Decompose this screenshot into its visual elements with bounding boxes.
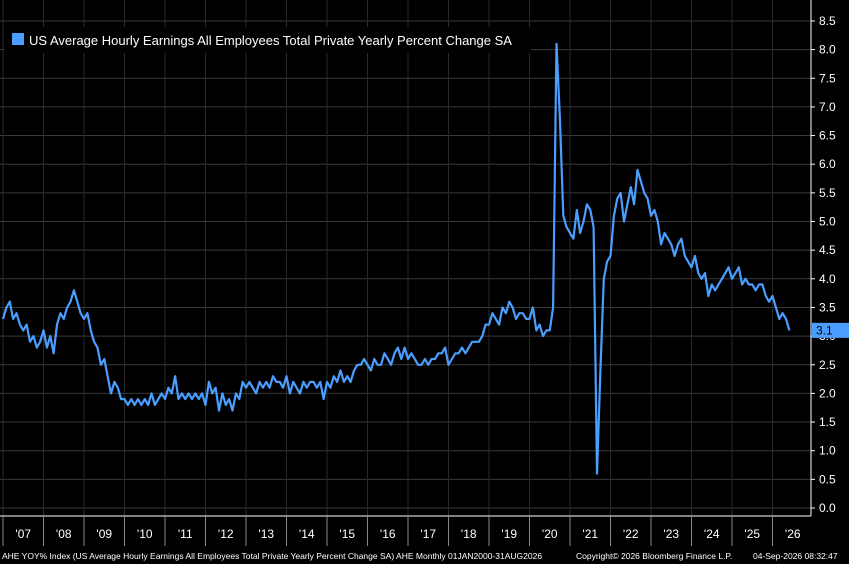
y-tick-label: 0.0 xyxy=(819,501,836,515)
legend-label: US Average Hourly Earnings All Employees… xyxy=(29,33,512,48)
y-tick-label: 7.0 xyxy=(819,100,836,114)
x-tick-label: '14 xyxy=(299,527,315,541)
y-tick-label: 8.5 xyxy=(819,14,836,28)
y-tick-label: 1.0 xyxy=(819,444,836,458)
footer-timestamp: 04-Sep-2026 08:32:47 xyxy=(753,551,838,561)
x-tick-label: '08 xyxy=(56,527,72,541)
x-tick-label: '22 xyxy=(623,527,639,541)
y-tick-label: 6.5 xyxy=(819,129,836,143)
x-tick-label: '17 xyxy=(420,527,436,541)
x-tick-label: '13 xyxy=(258,527,274,541)
series-line xyxy=(1,42,791,475)
x-tick-label: '18 xyxy=(461,527,477,541)
y-tick-label: 8.0 xyxy=(819,43,836,57)
y-tick-label: 1.5 xyxy=(819,415,836,429)
legend: US Average Hourly Earnings All Employees… xyxy=(5,27,531,53)
x-tick-label: '25 xyxy=(744,527,760,541)
x-tick-label: '19 xyxy=(501,527,517,541)
x-tick-label: '07 xyxy=(15,527,31,541)
footer-copyright: Copyright© 2026 Bloomberg Finance L.P. xyxy=(576,551,732,561)
y-tick-label: 2.5 xyxy=(819,358,836,372)
x-grid xyxy=(2,0,773,516)
legend-box xyxy=(5,27,531,53)
y-tick-label: 2.0 xyxy=(819,386,836,400)
x-tick-label: '15 xyxy=(339,527,355,541)
x-tick-label: '10 xyxy=(137,527,153,541)
x-tick-label: '16 xyxy=(380,527,396,541)
y-tick-label: 4.5 xyxy=(819,243,836,257)
footer-source: AHE YOY% Index (US Average Hourly Earnin… xyxy=(2,551,542,561)
y-tick-label: 7.5 xyxy=(819,71,836,85)
footer: AHE YOY% Index (US Average Hourly Earnin… xyxy=(2,551,838,561)
last-value-label: 3.1 xyxy=(816,323,833,337)
x-ticks: '07 '08 '09 '10 '11 '12 '13 '14 '15 '16 '17 '18 '19 '… xyxy=(2,516,801,546)
x-tick-label: '26 xyxy=(785,527,801,541)
y-tick-label: 5.5 xyxy=(819,186,836,200)
y-tick-label: 5.0 xyxy=(819,215,836,229)
x-tick-label: '21 xyxy=(582,527,598,541)
x-tick-label: '12 xyxy=(218,527,234,541)
x-tick-label: '20 xyxy=(542,527,558,541)
x-tick-label: '11 xyxy=(178,527,193,541)
x-tick-label: '09 xyxy=(96,527,112,541)
last-value-marker: 3.1 xyxy=(812,322,849,338)
y-tick-label: 3.5 xyxy=(819,300,836,314)
y-tick-label: 6.0 xyxy=(819,157,836,171)
y-tick-label: 4.0 xyxy=(819,272,836,286)
y-tick-label: 0.5 xyxy=(819,472,836,486)
x-tick-label: '24 xyxy=(704,527,720,541)
last-value-box xyxy=(812,322,849,338)
x-tick-label: '23 xyxy=(663,527,679,541)
legend-swatch xyxy=(12,33,24,45)
